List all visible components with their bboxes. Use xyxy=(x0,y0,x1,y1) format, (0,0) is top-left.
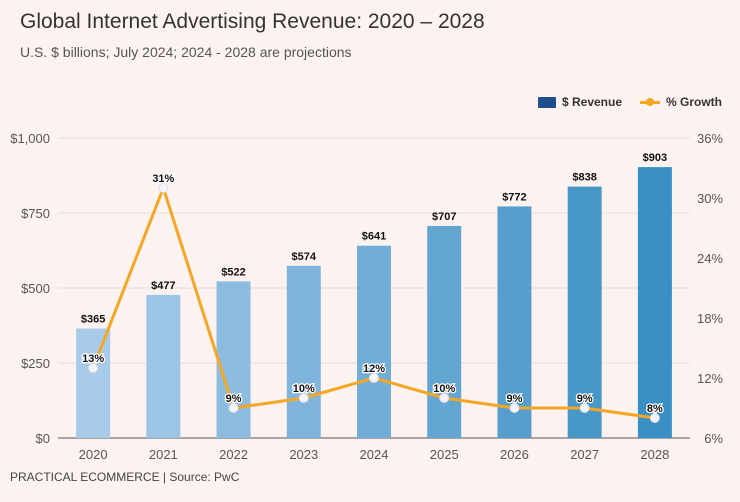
revenue-bar xyxy=(637,167,672,438)
revenue-bar xyxy=(357,245,391,438)
revenue-bar-label: $838 xyxy=(572,172,596,184)
x-tick-label: 2020 xyxy=(79,447,108,462)
growth-point-label: 9% xyxy=(577,393,593,405)
revenue-bar-label: $772 xyxy=(502,191,526,203)
growth-point xyxy=(228,403,239,413)
growth-point-label: 10% xyxy=(293,383,315,395)
revenue-bar-label: $707 xyxy=(432,211,456,223)
legend-line-swatch xyxy=(640,97,660,106)
y-left-tick-label: $500 xyxy=(21,281,50,296)
y-right-tick-label: 6% xyxy=(704,431,723,446)
chart-source-footer: PRACTICAL ECOMMERCE | Source: PwC xyxy=(10,470,240,484)
chart-subtitle: U.S. $ billions; July 2024; 2024 - 2028 … xyxy=(20,44,352,60)
growth-point-label: 31% xyxy=(152,173,174,185)
revenue-bar-label: $903 xyxy=(643,152,667,164)
growth-point xyxy=(439,393,450,403)
growth-point-label: 9% xyxy=(226,393,242,405)
growth-point xyxy=(88,363,99,373)
growth-point-label: 9% xyxy=(506,393,522,405)
y-right-tick-label: 36% xyxy=(697,131,723,146)
y-left-tick-label: $250 xyxy=(21,356,50,371)
revenue-bar xyxy=(76,328,111,438)
growth-point xyxy=(158,183,169,193)
y-right-tick-label: 24% xyxy=(697,251,723,266)
growth-point xyxy=(298,393,309,403)
x-tick-label: 2021 xyxy=(149,447,178,462)
growth-point-label: 10% xyxy=(433,383,455,395)
revenue-bar-label: $641 xyxy=(362,231,386,243)
growth-point xyxy=(649,413,660,423)
legend-item-growth: % Growth xyxy=(640,95,722,109)
revenue-bar-label: $574 xyxy=(292,251,317,263)
growth-point xyxy=(509,403,520,413)
y-right-tick-label: 12% xyxy=(697,371,723,386)
x-tick-label: 2022 xyxy=(219,447,248,462)
growth-point xyxy=(579,403,590,413)
revenue-bar xyxy=(427,225,462,438)
legend-growth-label: % Growth xyxy=(666,95,722,109)
y-left-tick-label: $1,000 xyxy=(10,131,50,146)
y-right-tick-label: 18% xyxy=(697,311,723,326)
legend-bar-swatch xyxy=(537,96,556,108)
revenue-bar xyxy=(286,265,321,438)
revenue-bar xyxy=(216,281,251,438)
growth-point-label: 13% xyxy=(82,353,104,365)
revenue-bar-label: $365 xyxy=(81,314,105,326)
y-left-tick-label: $0 xyxy=(36,431,50,446)
revenue-bar-label: $522 xyxy=(221,266,245,278)
x-tick-label: 2026 xyxy=(500,447,529,462)
growth-point-label: 8% xyxy=(647,403,663,415)
x-tick-label: 2024 xyxy=(360,447,389,462)
y-left-tick-label: $750 xyxy=(21,206,50,221)
revenue-bar xyxy=(497,206,532,438)
growth-point-label: 12% xyxy=(363,363,385,375)
legend-item-revenue: $ Revenue xyxy=(537,95,622,109)
x-tick-label: 2023 xyxy=(289,447,318,462)
growth-point xyxy=(369,373,379,383)
legend-revenue-label: $ Revenue xyxy=(561,95,622,109)
revenue-bar xyxy=(567,186,602,438)
y-right-tick-label: 30% xyxy=(697,191,723,206)
x-tick-label: 2027 xyxy=(570,447,599,462)
revenue-bar-label: $477 xyxy=(151,280,175,292)
revenue-bar xyxy=(146,294,181,438)
chart-legend: $ Revenue % Growth xyxy=(520,95,722,109)
x-tick-label: 2025 xyxy=(430,447,459,462)
x-tick-label: 2028 xyxy=(640,447,669,462)
chart-title: Global Internet Advertising Revenue: 202… xyxy=(20,10,485,33)
